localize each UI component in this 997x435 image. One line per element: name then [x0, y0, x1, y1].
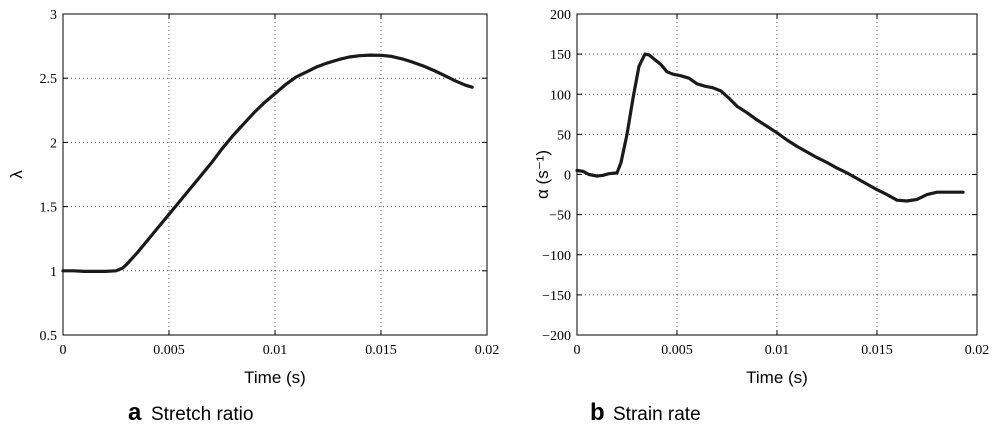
panel-b-caption-letter: b	[590, 399, 605, 426]
panel-a-caption-text: Stretch ratio	[151, 404, 253, 425]
panel-b-ytick-label: −150	[542, 289, 571, 304]
panel-a-ytick-label: 2	[50, 136, 57, 151]
panel-a-ytick-label: 2.5	[40, 72, 58, 87]
panel-a-xtick-label: 0.02	[475, 343, 500, 358]
panel-b-xlabel: Time (s)	[746, 368, 808, 387]
panel-b-ytick-label: 200	[550, 8, 571, 23]
panel-b-xtick-label: 0.01	[765, 343, 790, 358]
panel-a-caption-letter: a	[128, 399, 142, 426]
panel-b-xtick-label: 0.005	[661, 343, 693, 358]
panel-a-ytick-label: 1.5	[40, 201, 58, 216]
panel-a-xtick-label: 0	[60, 343, 67, 358]
panel-b-ytick-label: −200	[542, 329, 571, 344]
panel-b-series-line	[575, 52, 965, 203]
panel-b-ytick-label: 0	[564, 169, 571, 184]
panel-a-xtick-label: 0.005	[153, 343, 185, 358]
panel-b-xtick-label: 0.02	[965, 343, 990, 358]
panel-b-ytick-label: −100	[542, 249, 571, 264]
panel-a-xtick-label: 0.01	[263, 343, 288, 358]
panel-b-ytick-label: 150	[550, 48, 571, 63]
panel-b-ytick-label: −50	[549, 209, 571, 224]
panel-a-ytick-label: 3	[50, 8, 57, 23]
panel-a-xtick-label: 0.015	[365, 343, 397, 358]
panel-b-ylabel: α (s⁻¹)	[533, 150, 552, 199]
panel-a-ytick-label: 1	[50, 265, 57, 280]
panel-b-caption-text: Strain rate	[613, 404, 701, 425]
panel-b-xtick-label: 0	[574, 343, 581, 358]
panel-b-ytick-label: 100	[550, 88, 571, 103]
panel-a-ylabel: λ	[7, 170, 26, 179]
panel-b-ytick-label: 50	[557, 128, 571, 143]
panel-a-series-line	[61, 53, 474, 273]
panel-a-ytick-label: 0.5	[40, 329, 58, 344]
panel-a-xlabel: Time (s)	[244, 368, 306, 387]
panel-b-xtick-label: 0.015	[861, 343, 893, 358]
